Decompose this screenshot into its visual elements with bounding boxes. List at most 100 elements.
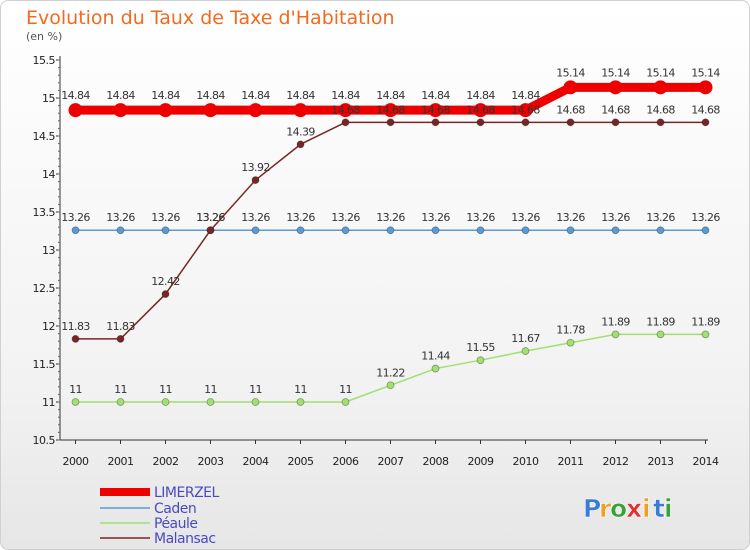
data-label: 14.68 bbox=[691, 103, 720, 116]
data-label: 14.68 bbox=[466, 103, 495, 116]
legend-item-péaule: Péaule bbox=[100, 516, 198, 532]
data-label: 11.89 bbox=[691, 315, 720, 328]
data-label: 13.92 bbox=[241, 161, 270, 174]
data-label: 11.83 bbox=[61, 320, 90, 333]
data-point bbox=[383, 103, 398, 118]
chart-subtitle: (en %) bbox=[26, 30, 62, 43]
brand-letter: i bbox=[664, 494, 673, 523]
data-point bbox=[701, 226, 710, 235]
data-label: 15.14 bbox=[646, 66, 675, 79]
data-point bbox=[158, 103, 173, 118]
data-point bbox=[476, 356, 485, 365]
data-label: 14.84 bbox=[376, 89, 405, 102]
brand-letter: P bbox=[583, 494, 601, 523]
legend-label: Malansac bbox=[154, 531, 216, 547]
x-tick-label: 2004 bbox=[243, 455, 269, 468]
data-label: 14.84 bbox=[241, 89, 270, 102]
data-label: 11.44 bbox=[421, 350, 450, 363]
x-tick-label: 2010 bbox=[513, 455, 539, 468]
data-label: 15.14 bbox=[691, 66, 720, 79]
series-limerzel bbox=[68, 80, 713, 118]
data-label: 13.26 bbox=[466, 211, 495, 224]
data-label: 11.89 bbox=[646, 315, 675, 328]
data-label: 14.84 bbox=[286, 89, 315, 102]
data-point bbox=[341, 118, 350, 127]
data-point bbox=[113, 103, 128, 118]
data-point bbox=[386, 118, 395, 127]
legend-label: Péaule bbox=[154, 516, 198, 532]
brand-letter: x bbox=[626, 494, 642, 523]
data-point bbox=[521, 226, 530, 235]
data-point bbox=[566, 226, 575, 235]
data-point bbox=[476, 226, 485, 235]
data-point bbox=[161, 398, 170, 406]
data-label: 11 bbox=[204, 383, 217, 396]
data-point bbox=[251, 226, 260, 235]
data-point bbox=[161, 226, 170, 235]
data-point bbox=[521, 347, 530, 355]
data-label: 14.68 bbox=[511, 103, 540, 116]
data-label: 11 bbox=[294, 383, 307, 396]
series-layer: 14.84 14.84 14.84 14.84 14.84 14.84 14.84 14.84… bbox=[61, 66, 721, 406]
data-label: 13.26 bbox=[331, 211, 360, 224]
data-point bbox=[431, 118, 440, 127]
data-point bbox=[203, 103, 218, 118]
data-label: 13.26 bbox=[241, 211, 270, 224]
data-point bbox=[116, 398, 125, 406]
data-point bbox=[386, 226, 395, 235]
data-label: 13.26 bbox=[511, 211, 540, 224]
data-label: 13.26 bbox=[646, 211, 675, 224]
data-label: 11 bbox=[114, 383, 127, 396]
labels-caden: 13.26 13.26 13.26 13.26 13.26 13.26 13.26 13.26… bbox=[61, 211, 721, 224]
data-label: 14.84 bbox=[421, 89, 450, 102]
brand-letter: o bbox=[610, 494, 627, 523]
data-point bbox=[161, 290, 170, 298]
data-label: 11.67 bbox=[511, 332, 540, 345]
data-label: 13.26 bbox=[106, 211, 135, 224]
data-point bbox=[566, 338, 575, 347]
x-tick-label: 2013 bbox=[648, 455, 674, 468]
data-label: 15.14 bbox=[601, 66, 630, 79]
x-tick-label: 2007 bbox=[378, 455, 404, 468]
y-tick-label: 10.5 bbox=[33, 434, 56, 447]
data-label: 11.78 bbox=[556, 324, 585, 337]
data-point bbox=[206, 226, 215, 235]
data-label: 13.26 bbox=[376, 211, 405, 224]
data-point bbox=[701, 118, 710, 127]
data-point bbox=[611, 330, 620, 339]
data-point bbox=[563, 80, 578, 95]
data-point bbox=[518, 103, 533, 118]
data-point bbox=[473, 103, 488, 118]
data-point bbox=[476, 118, 485, 127]
data-label: 14.39 bbox=[286, 125, 315, 138]
y-tick-label: 15.5 bbox=[33, 54, 56, 67]
data-point bbox=[521, 118, 530, 127]
data-label: 13.26 bbox=[556, 211, 585, 224]
series-caden bbox=[71, 226, 710, 235]
data-label: 11.89 bbox=[601, 315, 630, 328]
data-label: 14.68 bbox=[376, 103, 405, 116]
data-point bbox=[206, 398, 215, 406]
legend-item-limerzel: LIMERZEL bbox=[100, 485, 220, 501]
labels-péaule: 11 11 11 11 11 11 11 11.22 11.44 11.55 11.67 11.78 1… bbox=[69, 315, 721, 396]
data-label: 11 bbox=[159, 383, 172, 396]
data-point bbox=[71, 226, 80, 235]
data-label: 11 bbox=[339, 383, 352, 396]
legend-label: LIMERZEL bbox=[154, 485, 220, 501]
data-point bbox=[248, 103, 263, 118]
data-label: 11.55 bbox=[466, 341, 495, 354]
data-point bbox=[428, 103, 443, 118]
data-point bbox=[116, 226, 125, 235]
y-tick-label: 14.5 bbox=[33, 130, 56, 143]
data-point bbox=[431, 226, 440, 235]
data-point bbox=[701, 330, 710, 339]
data-label: 13.26 bbox=[196, 211, 225, 224]
x-tick-label: 2001 bbox=[108, 455, 134, 468]
data-label: 14.84 bbox=[61, 89, 90, 102]
series-péaule bbox=[71, 330, 710, 406]
data-point bbox=[251, 398, 260, 406]
axes: 10.5 11 11.5 12 12.5 13 13.5 14 14.5 15 15.5 2000 20… bbox=[33, 54, 720, 468]
